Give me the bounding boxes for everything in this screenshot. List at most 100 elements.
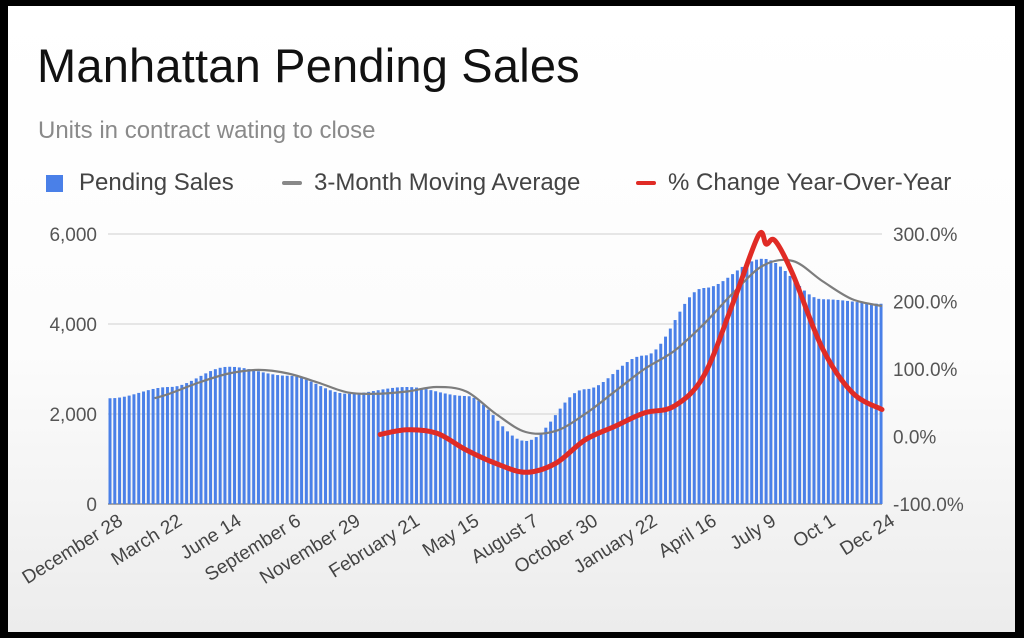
bar <box>324 388 327 504</box>
bar <box>376 390 380 504</box>
bar <box>774 262 778 504</box>
bar <box>716 283 720 504</box>
bar <box>108 398 112 504</box>
bar <box>453 395 457 504</box>
bar <box>472 397 476 504</box>
bar <box>855 302 859 504</box>
bar <box>611 374 615 504</box>
bar <box>726 277 730 504</box>
bar <box>362 392 366 504</box>
bar <box>285 375 289 504</box>
bar <box>755 259 759 504</box>
bar <box>127 395 131 504</box>
bar <box>304 379 308 504</box>
bar <box>793 281 797 504</box>
bar <box>424 389 428 504</box>
bar <box>405 387 409 504</box>
bar <box>846 300 850 504</box>
bar <box>778 266 782 504</box>
bar <box>812 297 816 504</box>
bar <box>137 392 141 504</box>
bar <box>175 386 179 504</box>
x-tick-label: July 9 <box>727 510 780 554</box>
bar <box>252 370 256 504</box>
bar <box>750 261 754 504</box>
bar <box>850 301 854 504</box>
bar <box>596 385 600 504</box>
bar <box>204 373 208 504</box>
bar <box>132 394 136 504</box>
bar <box>233 366 237 504</box>
legend-item-pending-sales[interactable]: Pending Sales <box>46 168 234 198</box>
bar <box>237 367 241 504</box>
bar <box>391 387 395 504</box>
bar <box>558 408 562 504</box>
series-line-moving-average <box>154 258 883 435</box>
bar <box>448 394 452 504</box>
bar <box>199 375 203 504</box>
y-right-tick-label: 200.0% <box>893 293 958 314</box>
bar <box>587 388 591 504</box>
y-left-tick-label: 0 <box>86 495 97 516</box>
bar <box>702 288 706 504</box>
bar <box>635 356 639 504</box>
bar <box>659 343 663 504</box>
legend-item-moving-average[interactable]: 3-Month Moving Average <box>282 168 580 198</box>
bar <box>367 391 371 504</box>
bar <box>146 390 150 504</box>
bar <box>290 375 294 504</box>
y-left-tick-label: 4,000 <box>49 315 97 336</box>
bar <box>692 292 696 504</box>
x-tick-label: Oct 1 <box>790 510 840 552</box>
bar <box>185 383 189 504</box>
bar <box>347 393 351 504</box>
bar <box>142 391 146 504</box>
bar <box>156 388 160 504</box>
legend-item-yoy-change[interactable]: % Change Year-Over-Year <box>636 168 951 198</box>
bar <box>769 260 773 504</box>
bar <box>477 400 481 504</box>
bar <box>620 365 624 504</box>
bar <box>194 378 198 504</box>
bar <box>798 286 802 504</box>
bar <box>553 415 557 504</box>
bar <box>165 387 169 504</box>
bar <box>707 287 711 504</box>
bar <box>213 369 217 504</box>
bar <box>486 409 490 504</box>
legend-label-moving-average: 3-Month Moving Average <box>314 169 581 196</box>
bar <box>874 303 878 504</box>
bar <box>831 299 835 504</box>
bar <box>415 387 418 504</box>
bar <box>879 303 883 504</box>
bar <box>419 388 423 504</box>
bar <box>678 311 682 504</box>
y-right-tick-label: 100.0% <box>893 360 958 381</box>
bar <box>687 297 691 504</box>
series-line-yoy-change <box>377 230 885 475</box>
bar <box>223 366 227 504</box>
bar <box>189 380 193 504</box>
bar <box>256 371 260 504</box>
bar <box>151 388 155 504</box>
chart-subtitle: Units in contract wating to close <box>38 117 376 144</box>
bar <box>683 303 687 504</box>
bar <box>654 349 658 504</box>
y-right-tick-label: 0.0% <box>893 428 936 449</box>
bar <box>314 383 318 504</box>
bar <box>300 377 304 504</box>
bar <box>625 362 629 504</box>
legend-label-yoy-change: % Change Year-Over-Year <box>668 169 952 196</box>
bar <box>644 355 648 504</box>
bar <box>319 386 323 504</box>
bar <box>745 263 749 504</box>
chart-title: Manhattan Pending Sales <box>37 39 580 92</box>
bar <box>443 393 447 504</box>
bar <box>295 376 299 504</box>
bar <box>606 378 610 504</box>
bar <box>458 395 462 504</box>
bar <box>649 353 653 504</box>
bar <box>807 294 811 504</box>
bar <box>343 393 347 504</box>
bar <box>113 398 117 504</box>
